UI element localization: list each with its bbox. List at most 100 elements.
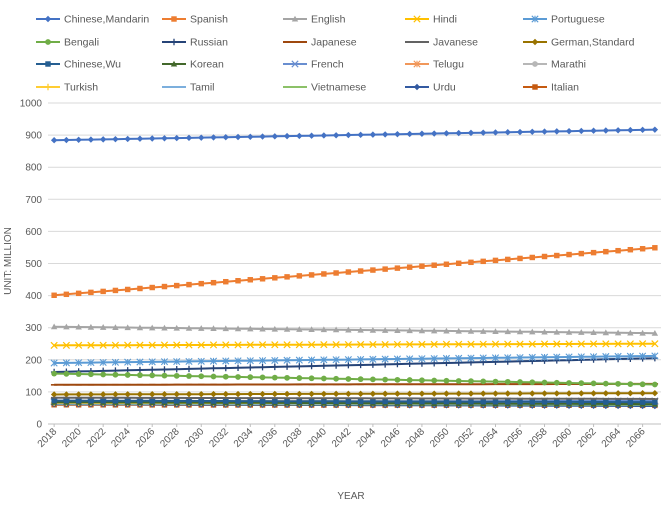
y-tick-label: 400 xyxy=(25,291,42,302)
data-point xyxy=(566,390,572,396)
data-point xyxy=(198,373,204,379)
data-point xyxy=(492,390,498,396)
series-line xyxy=(54,393,655,394)
data-point xyxy=(628,399,633,404)
data-point xyxy=(456,378,462,384)
data-point xyxy=(272,133,278,139)
data-point xyxy=(529,379,535,385)
data-point xyxy=(358,399,363,404)
legend-item: English xyxy=(283,14,346,26)
legend-item: Turkish xyxy=(36,82,98,94)
data-point xyxy=(431,263,436,268)
data-point xyxy=(88,371,94,377)
x-tick-label: 2046 xyxy=(379,426,403,450)
data-point xyxy=(260,375,266,381)
data-point xyxy=(198,365,204,371)
legend-label: Urdu xyxy=(433,82,456,94)
data-point xyxy=(639,390,645,396)
y-tick-label: 200 xyxy=(25,355,42,366)
data-point xyxy=(529,390,535,396)
data-point xyxy=(149,373,155,379)
data-point xyxy=(566,252,571,257)
x-axis-label: YEAR xyxy=(337,491,364,502)
data-point xyxy=(174,366,180,372)
data-point xyxy=(309,272,314,277)
data-point xyxy=(541,128,547,134)
data-point xyxy=(395,377,401,383)
data-point xyxy=(162,398,167,403)
data-point xyxy=(407,264,412,269)
legend-label: Italian xyxy=(551,82,579,94)
data-point xyxy=(542,399,547,404)
legend-label: Telugu xyxy=(433,59,464,71)
data-point xyxy=(603,127,609,133)
data-point xyxy=(542,254,547,259)
data-point xyxy=(125,287,130,292)
legend-item: Chinese,Wu xyxy=(36,59,121,71)
data-point xyxy=(296,375,302,381)
data-point xyxy=(639,127,645,133)
data-point xyxy=(100,136,106,142)
data-point xyxy=(382,266,387,271)
data-point xyxy=(652,382,658,388)
x-tick-label: 2032 xyxy=(207,426,231,450)
legend-item: Telugu xyxy=(405,59,464,71)
data-point xyxy=(358,376,364,382)
data-point xyxy=(603,399,608,404)
data-point xyxy=(223,279,228,284)
data-point xyxy=(248,398,253,403)
x-tick-label: 2026 xyxy=(134,426,158,450)
data-point xyxy=(407,377,413,383)
data-point xyxy=(603,249,608,254)
data-point xyxy=(137,367,143,373)
legend-item: Urdu xyxy=(405,82,456,94)
x-tick-label: 2036 xyxy=(256,426,280,450)
data-point xyxy=(76,371,82,377)
data-point xyxy=(235,365,241,371)
data-point xyxy=(615,127,621,133)
data-point xyxy=(100,289,105,294)
data-point xyxy=(211,398,216,403)
y-tick-label: 100 xyxy=(25,387,42,398)
data-point xyxy=(517,129,523,135)
x-tick-label: 2056 xyxy=(502,426,526,450)
data-point xyxy=(468,390,474,396)
data-point xyxy=(529,129,535,135)
legend-item: German,Standard xyxy=(523,37,635,49)
data-point xyxy=(223,374,229,380)
data-point xyxy=(493,379,499,385)
data-point xyxy=(247,374,253,380)
legend-label: Portuguese xyxy=(551,14,605,26)
data-point xyxy=(382,131,388,137)
data-point xyxy=(284,363,290,369)
data-point xyxy=(591,399,596,404)
data-point xyxy=(444,399,449,404)
x-tick-label: 2060 xyxy=(551,426,575,450)
data-point xyxy=(652,399,657,404)
data-point xyxy=(223,398,228,403)
data-point xyxy=(505,390,511,396)
data-point xyxy=(505,399,510,404)
x-tick-label: 2020 xyxy=(60,426,84,450)
data-point xyxy=(248,277,253,282)
data-point xyxy=(76,291,81,296)
data-point xyxy=(199,398,204,403)
data-point xyxy=(112,136,118,142)
series-lines xyxy=(51,126,658,409)
x-tick-label: 2044 xyxy=(355,426,379,450)
data-point xyxy=(235,398,240,403)
x-tick-label: 2050 xyxy=(428,426,452,450)
data-point xyxy=(125,398,130,403)
data-point xyxy=(333,362,339,368)
x-tick-label: 2062 xyxy=(575,426,599,450)
data-point xyxy=(333,270,338,275)
data-point xyxy=(640,381,646,387)
x-tick-label: 2034 xyxy=(232,426,256,450)
legend-item: Javanese xyxy=(405,37,478,49)
data-point xyxy=(615,248,620,253)
data-point xyxy=(63,137,69,143)
data-point xyxy=(162,373,168,379)
legend-item: Vietnamese xyxy=(283,82,366,94)
data-point xyxy=(88,136,94,142)
